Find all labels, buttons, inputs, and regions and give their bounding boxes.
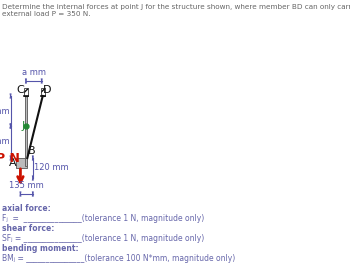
Text: shear force:: shear force: [2,224,55,233]
Text: 225 mm: 225 mm [0,138,10,147]
Text: A: A [9,158,17,168]
Text: C: C [16,85,24,95]
Text: SFⱼ = _______________(tolerance 1 N, magnitude only): SFⱼ = _______________(tolerance 1 N, mag… [2,234,204,243]
Text: a mm: a mm [22,68,46,77]
Text: Determine the internal forces at point J for the structure shown, where member B: Determine the internal forces at point J… [2,4,350,10]
Text: 135 mm: 135 mm [9,181,44,190]
Text: bending moment:: bending moment: [2,244,79,253]
Text: axial force:: axial force: [2,204,51,213]
Text: BMⱼ = _______________(tolerance 100 N*mm, magnitude only): BMⱼ = _______________(tolerance 100 N*mm… [2,254,236,263]
Text: J: J [21,121,25,131]
Text: external load P = 350 N.: external load P = 350 N. [2,11,90,17]
Text: Fⱼ  =  _______________(tolerance 1 N, magnitude only): Fⱼ = _______________(tolerance 1 N, magn… [2,214,204,223]
Bar [25,96,27,166]
Text: B: B [28,146,36,156]
Bar [16,158,27,168]
Text: P N: P N [0,152,20,165]
Bar [23,88,28,96]
Bar [41,88,45,96]
Text: 225 mm: 225 mm [0,107,10,116]
Text: 120 mm: 120 mm [34,164,68,173]
Text: D: D [43,85,51,95]
